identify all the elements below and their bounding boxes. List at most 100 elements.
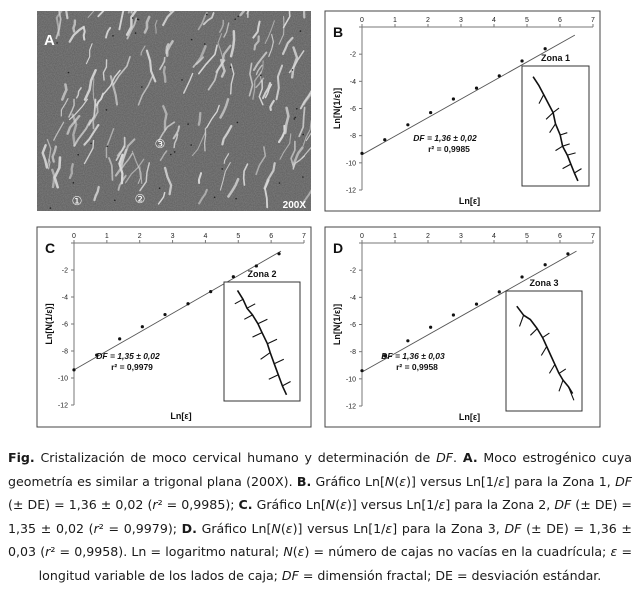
inset-crystal-branch: [552, 107, 560, 114]
crystal-dot: [112, 35, 114, 37]
inset-crystal-branch: [562, 163, 572, 170]
caption-label: Fig.: [8, 450, 35, 465]
crystal-strand: [197, 111, 202, 126]
crystal-dot: [294, 116, 297, 119]
data-point: [451, 313, 456, 317]
crystal-strand: [145, 49, 157, 83]
caption-segment: ε: [297, 544, 305, 559]
caption-segment: C.: [238, 497, 253, 512]
crystal-strand: [173, 133, 179, 149]
inset-crystal-branch: [234, 298, 244, 305]
inset-crystal-branch: [267, 338, 278, 345]
inset-crystal-skeleton: [236, 289, 288, 396]
y-axis-title: Ln[N(1/ε)]: [44, 303, 54, 344]
crystal-strand: [83, 123, 100, 146]
crystal-strand: [83, 139, 95, 165]
caption-segment: N: [325, 497, 336, 512]
data-point: [451, 97, 456, 101]
y-axis-title: Ln[N(1/ε)]: [332, 304, 342, 345]
data-point: [474, 86, 479, 90]
x-tick-label: 6: [558, 233, 562, 240]
data-point: [474, 302, 479, 306]
caption-segment: Gráfico Ln[: [252, 497, 326, 512]
annotation-df: DF = 1,36 ± 0,03: [381, 351, 445, 361]
fit-line: [361, 250, 577, 373]
crystal-strand: [217, 33, 225, 62]
micrograph-texture: [37, 11, 311, 211]
crystal-strand: [202, 12, 215, 26]
crystal-dot: [213, 196, 216, 199]
y-tick-label: -4: [350, 295, 356, 302]
inset-title: Zona 3: [529, 278, 558, 288]
crystal-strand: [162, 11, 175, 27]
crystal-strand: [205, 104, 220, 129]
crystal-strand: [219, 19, 225, 33]
crystal-strand: [284, 106, 290, 135]
x-tick-label: 6: [269, 233, 273, 240]
data-point: [163, 312, 167, 317]
data-point: [95, 353, 99, 357]
data-point: [520, 59, 524, 63]
crystal-strand: [131, 150, 143, 184]
crystal-strand: [51, 145, 58, 163]
crystal-strand: [102, 59, 108, 81]
crystal-strand: [219, 98, 230, 119]
crystal-strand: [72, 19, 77, 33]
crystal-strand: [87, 11, 95, 18]
inset-box: [223, 281, 301, 402]
x-tick-label: 2: [138, 233, 142, 240]
y-tick-label: -2: [62, 268, 68, 275]
data-point: [231, 275, 235, 279]
y-tick-label: -10: [346, 160, 356, 167]
crystal-strand: [301, 146, 311, 159]
inset-crystal-branch: [562, 143, 570, 147]
y-tick-label: -12: [58, 403, 68, 410]
y-tick-label: -4: [62, 295, 68, 302]
inset-crystal-branch: [555, 145, 563, 152]
crystal-strand: [169, 11, 172, 13]
crystal-strand: [223, 153, 230, 164]
crystal-strand: [290, 140, 296, 168]
crystal-strand: [159, 150, 168, 161]
x-tick-label: 4: [492, 17, 496, 24]
data-point: [186, 302, 190, 306]
crystal-strand: [130, 11, 133, 14]
zone-marker-2: ②: [135, 192, 146, 206]
crystal-strand: [281, 36, 294, 55]
mucus-crystal-pattern: [41, 11, 311, 209]
crystal-strand: [198, 188, 208, 205]
crystal-strand: [268, 34, 275, 57]
figure: A 200X ① ② ③ B 0 1 2 3 4 5 6 7 -2 -4 -6 -8 -10 -12 Ln[ε…: [36, 10, 601, 428]
crystal-strand: [275, 64, 284, 101]
magnification-label: 200X: [283, 200, 307, 211]
crystal-strand: [252, 71, 262, 100]
caption-segment: ² = 0,9985);: [157, 497, 239, 512]
crystal-dot: [302, 176, 304, 178]
x-tick-label: 7: [591, 17, 595, 24]
crystal-dot: [293, 118, 296, 120]
x-tick-label: 4: [203, 233, 207, 240]
inset-crystal-branch: [282, 381, 291, 387]
caption-segment: ε: [285, 520, 293, 536]
inset-box: [521, 65, 590, 187]
caption-segment: ] para la Zona 2,: [445, 497, 555, 512]
data-point: [383, 354, 387, 358]
chart-panel-b: B 0 1 2 3 4 5 6 7 -2 -4 -6 -8 -10 -12 Ln[ε] Ln[N(1/ε)] DF…: [324, 10, 601, 212]
inset-crystal-branch: [244, 314, 253, 320]
crystal-dot: [236, 121, 239, 124]
caption-segment: = longitud variable de los lados de caja…: [38, 544, 632, 583]
y-axis-title: Ln[N(1/ε)]: [332, 88, 342, 129]
caption-segment: ε: [498, 473, 505, 489]
crystal-strand: [242, 163, 249, 186]
caption-segment: ε: [438, 497, 446, 512]
caption-segment: )] versus Ln[1/: [406, 473, 499, 489]
annotation-df: DF = 1,36 ± 0,02: [413, 133, 477, 143]
crystal-strand: [68, 25, 85, 43]
crystal-strand: [83, 69, 97, 101]
inset-crystal-branch: [540, 346, 548, 356]
crystal-strand: [163, 166, 173, 196]
data-point: [72, 368, 76, 372]
crystal-strand: [157, 191, 166, 205]
y-tick-label: -8: [350, 349, 356, 356]
crystal-strand: [298, 106, 306, 138]
